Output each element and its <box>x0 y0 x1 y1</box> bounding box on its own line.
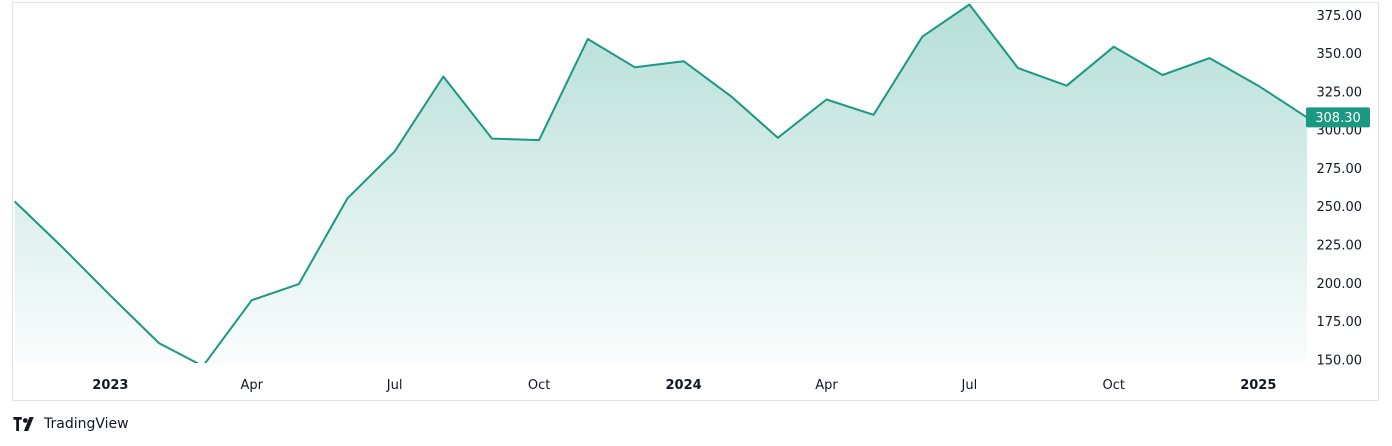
x-tick-label: 2025 <box>1240 378 1276 393</box>
x-tick-label: Apr <box>240 378 263 393</box>
series-area-fill <box>14 4 1307 363</box>
y-axis: 375.00350.00325.00300.00275.00250.00225.… <box>1317 9 1363 369</box>
brand-name: TradingView <box>44 416 129 432</box>
tradingview-logo-icon <box>13 417 34 431</box>
y-tick-label: 325.00 <box>1317 85 1363 100</box>
x-tick-label: Jul <box>386 378 403 393</box>
plot-area <box>13 3 1307 363</box>
x-axis: 2023 Apr Jul Oct 2024 Apr Jul Oct 2025 <box>92 378 1276 393</box>
y-tick-label: 175.00 <box>1317 315 1363 330</box>
x-tick-label: 2024 <box>666 378 702 393</box>
x-tick-label: Jul <box>961 378 978 393</box>
y-tick-label: 200.00 <box>1317 277 1363 292</box>
x-tick-label: 2023 <box>92 378 128 393</box>
x-tick-label: Oct <box>1103 378 1125 393</box>
y-tick-label: 350.00 <box>1317 47 1363 62</box>
tradingview-logo[interactable]: TradingView <box>13 414 129 434</box>
x-tick-label: Oct <box>528 378 550 393</box>
last-value-tag-background <box>1306 107 1370 128</box>
y-tick-label: 225.00 <box>1317 239 1363 254</box>
y-tick-label: 150.00 <box>1317 353 1363 368</box>
last-value-tag: 308.30 <box>1306 107 1370 128</box>
x-tick-label: Apr <box>815 378 838 393</box>
y-tick-label: 375.00 <box>1317 9 1363 24</box>
y-tick-label: 275.00 <box>1317 162 1363 177</box>
y-tick-label: 250.00 <box>1317 200 1363 215</box>
last-value-label: 308.30 <box>1315 111 1361 126</box>
series-line <box>13 3 1307 363</box>
chart-frame-border <box>12 2 1379 401</box>
